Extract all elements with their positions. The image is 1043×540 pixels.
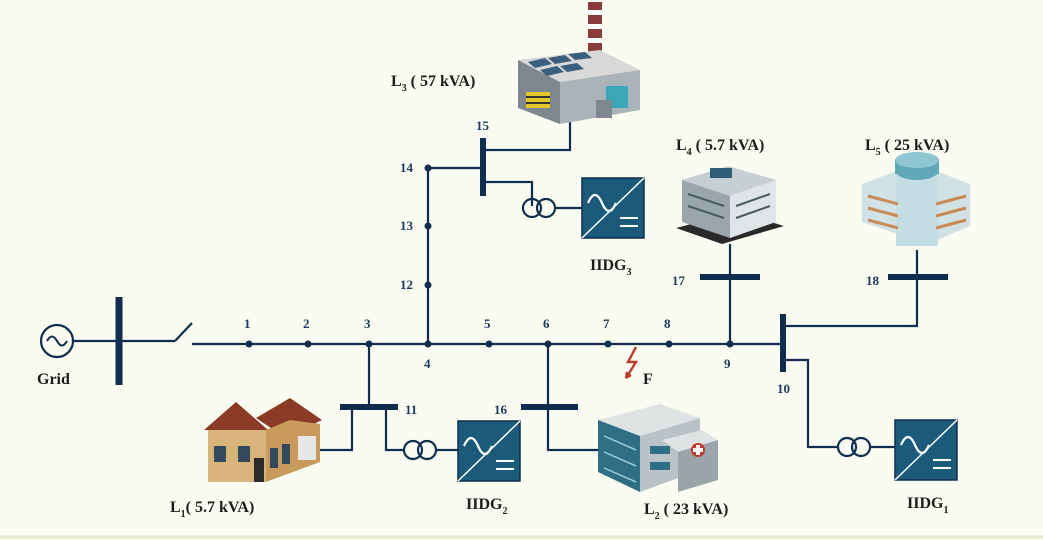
node-12	[424, 281, 432, 289]
node-label-15: 15	[476, 118, 490, 133]
branch-l2: L2 ( 23 kVA)	[521, 404, 728, 522]
node-6	[544, 340, 552, 348]
node-14	[424, 164, 432, 172]
factory-building-icon	[518, 2, 640, 124]
node-label-17: 17	[672, 273, 686, 288]
branch-l1-iidg2: IIDG2 L1( 5.7 kVA)	[170, 398, 521, 520]
transformer-coil-b-icon	[535, 197, 557, 219]
node-8	[665, 340, 673, 348]
iidg1-label: IIDG1	[907, 495, 948, 516]
line-10-iidg1	[783, 358, 838, 449]
node-label-1: 1	[244, 316, 251, 331]
node-label-5: 5	[484, 316, 491, 331]
transformer-coil-b-icon	[850, 436, 872, 458]
transformer-coil-a-icon	[402, 439, 424, 461]
node-2	[304, 340, 312, 348]
line-10-18	[783, 277, 919, 328]
fault-label: F	[643, 371, 653, 388]
transformer-coil-a-icon	[521, 197, 543, 219]
line-16-l2	[546, 407, 598, 452]
node-label-3: 3	[364, 316, 371, 331]
node-1	[245, 340, 253, 348]
hospital-building-icon	[598, 404, 718, 492]
switch-icon	[174, 322, 193, 342]
fault-marker: F	[624, 346, 653, 388]
line-15-l3	[483, 120, 572, 152]
node-label-13: 13	[400, 218, 414, 233]
node-5	[485, 340, 493, 348]
branch-l3-iidg3: IIDG3 L3 ( 57 kVA)	[391, 2, 645, 278]
node-label-18: 18	[866, 273, 880, 288]
node-7	[604, 340, 612, 348]
node-label-4: 4	[424, 356, 431, 371]
node-label-8: 8	[664, 316, 671, 331]
node-label-11: 11	[405, 402, 417, 417]
inverter-iidg3-icon	[581, 177, 645, 239]
node-13	[424, 222, 432, 230]
node-dots	[245, 164, 734, 348]
node-3	[365, 340, 373, 348]
line-11-iidg2	[384, 407, 404, 452]
node-label-14: 14	[400, 160, 414, 175]
l2-label: L2 ( 23 kVA)	[644, 501, 728, 522]
lightning-bolt-icon	[624, 346, 639, 380]
line-11-l1	[320, 407, 354, 452]
node-label-12: 12	[400, 277, 413, 292]
l5-label: L5 ( 25 kVA)	[865, 137, 949, 158]
node-9	[726, 340, 734, 348]
inverter-iidg2-icon	[457, 420, 521, 482]
iidg3-label: IIDG3	[590, 257, 631, 278]
office-building-icon	[676, 166, 784, 244]
l1-label: L1( 5.7 kVA)	[170, 499, 254, 520]
house-building-icon	[204, 398, 322, 482]
l4-label: L4 ( 5.7 kVA)	[676, 137, 764, 158]
node-label-16: 16	[494, 402, 508, 417]
node-label-6: 6	[543, 316, 550, 331]
grid-label: Grid	[37, 371, 70, 388]
transformer-coil-b-icon	[416, 439, 438, 461]
inverter-iidg1-icon	[894, 419, 958, 481]
node-label-10: 10	[777, 381, 790, 396]
tower-building-icon	[862, 152, 970, 246]
node-label-2: 2	[303, 316, 310, 331]
l3-label: L3 ( 57 kVA)	[391, 73, 475, 94]
iidg2-label: IIDG2	[466, 496, 507, 517]
transformer-coil-a-icon	[836, 436, 858, 458]
node-label-9: 9	[724, 356, 731, 371]
sine-wave-icon	[46, 335, 68, 347]
grid-source: Grid	[37, 297, 193, 388]
branch-l5-iidg1: L5 ( 25 kVA) IIDG1	[780, 137, 970, 516]
branch-l4: L4 ( 5.7 kVA)	[676, 137, 784, 280]
node-4	[424, 340, 432, 348]
node-label-7: 7	[603, 316, 610, 331]
